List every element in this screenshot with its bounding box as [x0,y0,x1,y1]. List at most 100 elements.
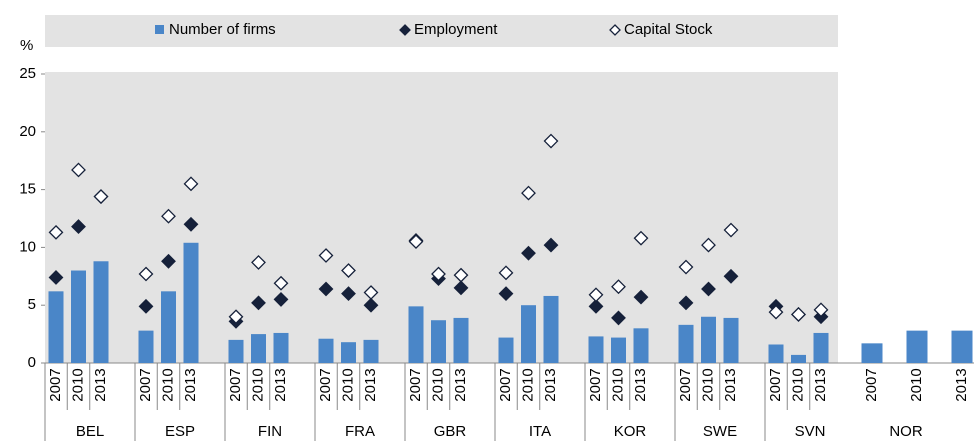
bar [408,306,424,363]
capital-marker [93,189,109,204]
capital-marker [453,267,469,283]
capital-marker [318,248,334,263]
x-tick-label: 2013 [722,368,739,401]
x-tick-label: 2010 [159,368,176,401]
legend-swatch [609,24,621,36]
group-label: ITA [529,423,551,440]
employment-marker [588,298,604,314]
bar [138,330,154,363]
y-tick-label: 25 [19,65,36,82]
bar [363,339,379,363]
y-tick-label: 20 [19,123,36,140]
bar [543,295,559,363]
x-tick-label: 2007 [317,368,334,401]
capital-marker [813,302,829,318]
bar [318,338,334,363]
capital-marker [768,304,784,320]
y-unit: % [20,37,33,54]
legend-swatch [155,25,164,34]
capital-marker [228,309,244,325]
employment-marker [48,270,64,285]
bar [611,337,626,363]
bar [498,337,514,363]
y-tick-label: 10 [19,238,36,255]
x-tick-label: 2013 [632,368,649,401]
x-tick-label: 2013 [272,368,289,401]
x-tick-label: 2013 [542,368,559,401]
employment-marker [183,216,199,232]
bar [861,343,883,363]
bar [228,339,244,363]
group-label: KOR [614,423,647,440]
bar [906,330,928,363]
x-tick-label: 2007 [137,368,154,401]
x-tick-label: 2007 [407,368,424,401]
y-tick-label: 5 [28,296,36,313]
x-tick-label: 2007 [47,368,64,401]
y-tick-label: 15 [19,181,36,198]
x-tick-label: 2013 [452,368,469,401]
capital-marker [521,185,536,201]
x-tick-label: 2013 [812,368,829,401]
bar [951,330,973,363]
group-label: SVN [795,423,826,440]
legend-background [45,15,838,47]
bar [633,328,649,363]
employment-marker [633,289,649,305]
bar [768,344,784,363]
bar [521,305,536,363]
x-tick-label: 2010 [609,368,626,401]
employment-marker [341,286,356,302]
capital-marker [701,237,716,253]
capital-marker [633,230,649,246]
bar [453,317,469,363]
employment-marker [521,245,536,261]
bar [161,291,176,363]
bar [723,317,739,363]
legend-label: Capital Stock [624,21,713,38]
x-tick-label: 2010 [249,368,266,401]
x-tick-label: 2010 [789,368,806,401]
employment-marker [71,219,86,235]
group-label: SWE [703,423,737,440]
capital-marker [251,255,266,270]
x-tick-label: 2007 [863,368,880,401]
bar [273,332,289,363]
x-tick-label: 2010 [339,368,356,401]
employment-marker [318,281,334,297]
capital-marker [588,287,604,303]
capital-marker [138,266,154,282]
group-label: FIN [258,423,282,440]
x-tick-label: 2010 [908,368,925,401]
employment-marker [138,298,154,314]
bar [48,291,64,363]
bar [251,334,266,363]
employment-marker [701,281,716,297]
employment-marker [498,286,514,302]
x-tick-label: 2010 [519,368,536,401]
bar [341,342,356,363]
x-tick-label: 2010 [699,368,716,401]
employment-marker [678,295,694,311]
capital-marker [791,307,806,322]
bar [431,320,446,363]
capital-marker [498,265,514,281]
employment-marker [161,253,176,269]
employment-marker [273,292,289,307]
group-label: ESP [165,423,195,440]
bar [813,332,829,363]
x-tick-label: 2007 [767,368,784,401]
group-label: FRA [345,423,375,440]
employment-marker [251,295,266,311]
bar [183,242,199,363]
bar [701,316,716,363]
capital-marker [723,222,739,238]
employment-marker [363,297,379,313]
x-tick-label: 2010 [69,368,86,401]
group-label: NOR [889,423,923,440]
capital-marker [363,285,379,300]
x-tick-label: 2013 [182,368,199,401]
bar [93,261,109,363]
legend-label: Number of firms [169,21,276,38]
